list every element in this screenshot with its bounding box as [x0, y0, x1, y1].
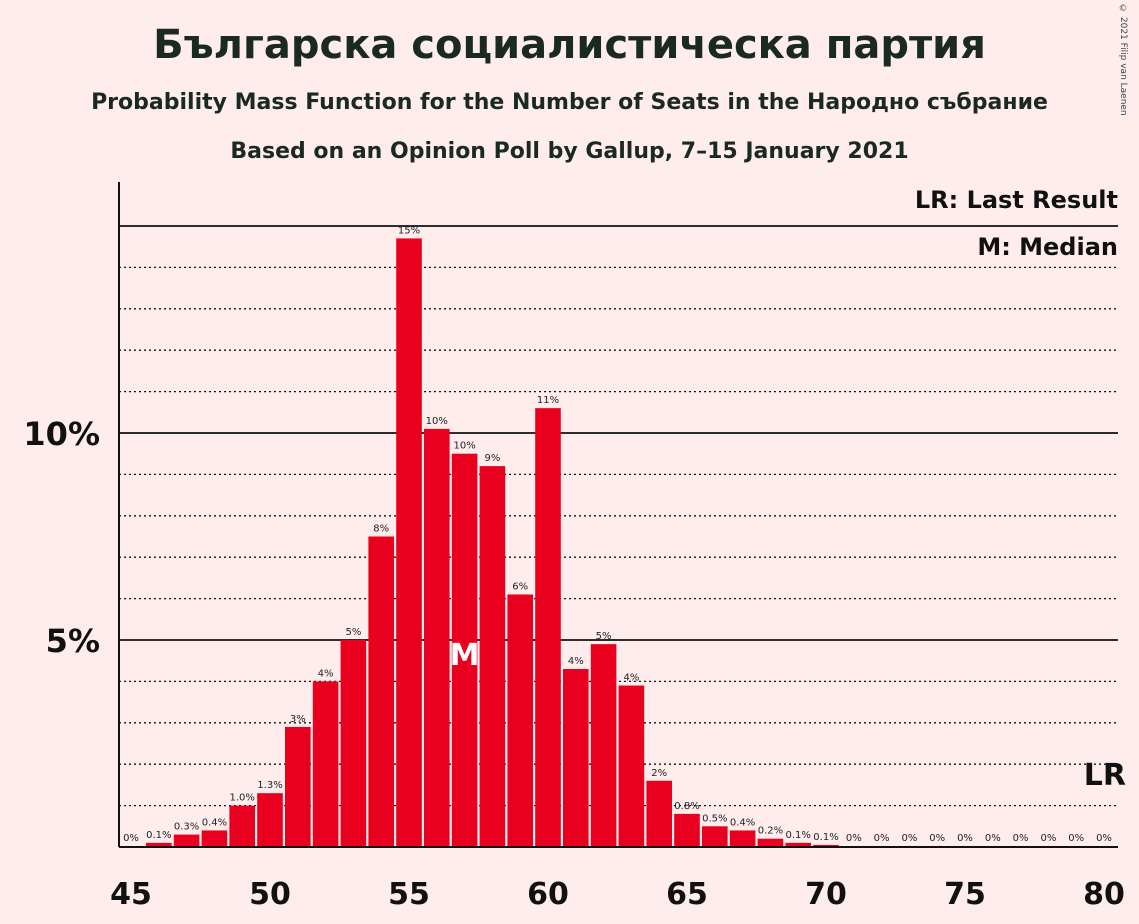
bar-label-seat-74: 0%: [929, 833, 945, 844]
x-tick-label-50: 50: [249, 877, 291, 912]
markers: M LR: [450, 638, 1126, 793]
bar-label-seat-57: 10%: [453, 441, 475, 452]
bar-label-seat-62: 5%: [596, 631, 612, 642]
bar-label-seat-78: 0%: [1040, 833, 1056, 844]
x-tick-label-80: 80: [1083, 877, 1125, 912]
bar-label-seat-80: 0%: [1096, 833, 1112, 844]
bar-label-seat-76: 0%: [985, 833, 1001, 844]
last-result-marker: LR: [1084, 758, 1126, 793]
bar-seat-53: [340, 640, 367, 847]
bar-seat-55: [396, 238, 422, 848]
bar-label-seat-69: 0.1%: [785, 830, 810, 841]
bar-seat-46: [146, 842, 172, 847]
bar-label-seat-53: 5%: [345, 627, 361, 638]
chart-title: Българска социалистическа партия: [153, 22, 986, 68]
tick-labels: 45 50 55 60 65 70 75 80 5% 10%: [23, 415, 1124, 912]
bar-label-seat-61: 4%: [568, 656, 584, 667]
bar-seat-48: [201, 830, 228, 847]
bar-seat-56: [424, 428, 450, 847]
bar-label-seat-71: 0%: [846, 833, 862, 844]
bar-seat-51: [285, 726, 311, 847]
bar-label-seat-65: 0.8%: [674, 801, 699, 812]
x-tick-label-45: 45: [110, 877, 152, 912]
bar-label-seat-51: 3%: [290, 714, 306, 725]
bar-label-seat-49: 1.0%: [229, 793, 254, 804]
bar-label-seat-52: 4%: [318, 668, 334, 679]
bar-seat-49: [229, 805, 255, 847]
bar-label-seat-58: 9%: [484, 453, 500, 464]
bar-seat-60: [535, 408, 561, 847]
bar-seat-47: [173, 834, 200, 847]
grid-lines: [119, 225, 1118, 807]
bar-label-seat-63: 4%: [623, 673, 639, 684]
bar-label-seat-55: 15%: [398, 225, 420, 236]
x-tick-label-70: 70: [805, 877, 847, 912]
bar-labels: 0.1%0.3% 0.4%1.0%1.3%3%4%5%8%15%10%10%9%6…: [123, 225, 1112, 844]
axes: [118, 182, 1118, 848]
bar-label-seat-77: 0%: [1013, 833, 1029, 844]
bar-label-seat-45: 0%: [123, 833, 139, 844]
bar-seat-68: [757, 838, 784, 847]
bar-label-seat-47: 0.3%: [174, 822, 199, 833]
bar-seat-69: [785, 842, 811, 847]
bar-label-seat-66: 0.5%: [702, 813, 727, 824]
bar-seat-59: [507, 594, 533, 847]
bar-label-seat-56: 10%: [426, 416, 448, 427]
chart-subtitle: Probability Mass Function for the Number…: [91, 90, 1048, 115]
bar-seat-50: [257, 793, 283, 847]
bar-label-seat-48: 0.4%: [202, 817, 227, 828]
bar-seat-54: [368, 536, 394, 847]
bar-label-seat-46: 0.1%: [146, 830, 171, 841]
legend-median: M: Median: [977, 233, 1118, 261]
x-tick-label-75: 75: [944, 877, 986, 912]
bar-seat-63: [618, 685, 645, 847]
bar-seat-65: [674, 813, 700, 847]
bar-seat-62: [590, 644, 617, 847]
bar-label-seat-68: 0.2%: [758, 826, 783, 837]
bar-label-seat-59: 6%: [512, 581, 528, 592]
bar-label-seat-79: 0%: [1068, 833, 1084, 844]
x-tick-label-60: 60: [527, 877, 569, 912]
x-tick-label-55: 55: [388, 877, 430, 912]
bar-seat-66: [702, 826, 728, 847]
legend-last-result: LR: Last Result: [914, 186, 1118, 214]
bar-seat-70: [813, 844, 839, 847]
chart-source: Based on an Opinion Poll by Gallup, 7–15…: [230, 139, 909, 164]
bar-label-seat-73: 0%: [901, 833, 917, 844]
bar-label-seat-50: 1.3%: [257, 780, 282, 791]
bar-seat-52: [312, 681, 339, 847]
bar-label-seat-54: 8%: [373, 524, 389, 535]
copyright-notice: © 2021 Filip van Laenen: [1118, 4, 1128, 116]
bar-label-seat-72: 0%: [874, 833, 890, 844]
bar-seat-67: [729, 830, 756, 847]
bar-seat-61: [563, 668, 589, 847]
bar-label-seat-60: 11%: [537, 395, 559, 406]
bar-seat-64: [646, 780, 672, 847]
bar-label-seat-70: 0.1%: [813, 832, 838, 843]
y-tick-label-10: 10%: [23, 415, 100, 453]
bar-label-seat-75: 0%: [957, 833, 973, 844]
median-marker: M: [450, 638, 480, 673]
bar-label-seat-67: 0.4%: [730, 817, 755, 828]
x-tick-label-65: 65: [666, 877, 708, 912]
bar-seat-58: [479, 466, 506, 847]
bar-seat-57: [451, 453, 478, 847]
y-tick-label-5: 5%: [46, 622, 100, 660]
bar-label-seat-64: 2%: [651, 768, 667, 779]
bars: [146, 238, 839, 848]
